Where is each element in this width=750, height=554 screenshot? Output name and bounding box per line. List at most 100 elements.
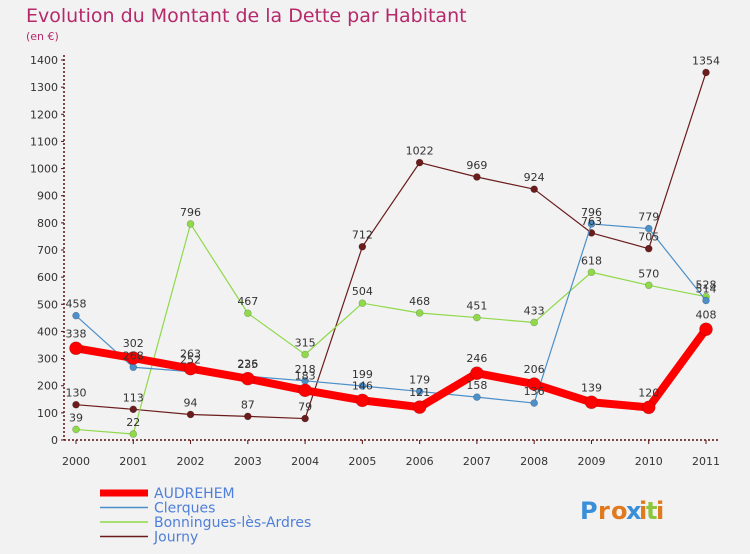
x-tick-label: 2006 [406,455,434,468]
data-point [702,68,710,77]
data-point [244,309,252,318]
logo-letter: t [646,497,657,525]
data-point [126,351,141,365]
data-label: 408 [696,308,717,321]
data-label: 458 [66,298,87,311]
data-label: 712 [352,229,373,242]
logo-letter: i [656,497,664,525]
y-tick-label: 100 [37,407,58,420]
data-label: 39 [69,411,83,424]
data-point [298,383,312,398]
series-journy [72,68,710,423]
y-tick-label: 1300 [30,81,58,94]
data-point [473,313,481,322]
data-label: 433 [524,304,545,317]
data-label: 528 [696,279,717,292]
logo-letter: x [626,497,642,525]
y-tick-label: 1100 [30,135,58,148]
data-point [72,400,80,409]
axes: 0 100 200 300 400 500 600 700 800 900 1000 1100 1200… [30,54,720,468]
data-label: 467 [237,295,258,308]
legend-label: Clerques [154,501,215,517]
data-point [358,382,367,390]
data-point [587,220,596,228]
data-label: 252 [180,354,201,367]
data-label: 87 [241,398,255,411]
data-point [72,425,80,434]
data-point [129,430,138,438]
data-label: 94 [184,396,198,409]
data-label: 514 [696,282,717,295]
y-tick-label: 1000 [30,163,58,176]
data-label: 130 [66,387,87,400]
data-point [702,296,710,305]
series-line [75,223,707,435]
legend-label: Journy [153,530,198,546]
y-tick-label: 200 [37,380,58,393]
data-label: 1022 [406,145,434,158]
data-label: 1354 [692,54,720,67]
data-point [415,309,424,317]
y-tick-label: 600 [37,271,58,284]
data-label: 139 [581,381,602,394]
data-label: 136 [524,385,545,398]
data-label: 22 [126,416,140,429]
data-point [129,405,138,414]
y-tick-label: 400 [37,325,58,338]
legend: AUDREHEMClerquesBonningues-lès-ArdresJou… [100,486,311,546]
data-point [584,395,599,410]
data-point [244,412,252,421]
data-labels: 130 113 94 87 79 712 1022 969 924 763 705 1354 39 22 7… [66,54,721,429]
x-tick-label: 2000 [62,455,90,468]
data-point [644,281,653,290]
logo-letter: P [580,497,598,525]
data-point [473,393,481,401]
data-label: 796 [180,206,201,219]
data-label: 158 [466,379,487,392]
data-label: 206 [524,363,545,376]
x-tick-label: 2008 [520,455,548,468]
data-point [530,399,538,407]
data-label: 218 [295,363,316,376]
series-line [75,71,707,420]
data-point [470,366,484,381]
data-label: 199 [352,368,373,381]
data-point [358,242,367,251]
data-label: 121 [409,386,430,399]
data-label: 451 [466,300,487,313]
data-point [412,400,427,414]
data-point [530,318,538,327]
data-point [301,414,309,423]
data-label: 504 [352,285,373,298]
data-point [241,371,255,386]
x-tick-label: 2004 [291,455,319,468]
chart-title: Evolution du Montant de la Dette par Hab… [26,5,467,27]
x-tick-label: 2002 [177,455,205,468]
y-tick-label: 1200 [30,108,58,121]
x-tick-label: 2007 [463,455,491,468]
data-label: 705 [638,231,659,244]
data-label: 468 [409,295,430,308]
logo-letter: i [639,497,647,525]
series-clerques [72,220,710,407]
data-label: 263 [180,348,201,361]
series-line [72,325,710,412]
y-tick-label: 700 [37,244,58,257]
chart-subtitle: (en €) [26,30,59,43]
y-tick-label: 1400 [30,54,58,67]
data-point [644,244,653,253]
x-tick-label: 2011 [692,455,720,468]
series-bonningues-l-s-ardres [72,220,710,438]
data-label: 779 [638,211,659,224]
data-point [186,410,195,419]
data-point [69,341,83,356]
legend-label: Bonningues-lès-Ardres [154,515,311,531]
series-audrehem [69,322,713,415]
data-point [301,350,309,359]
data-point [644,224,653,233]
y-tick-label: 0 [51,434,58,447]
data-point [355,393,370,408]
data-point [183,361,198,376]
data-label: 796 [581,206,602,219]
